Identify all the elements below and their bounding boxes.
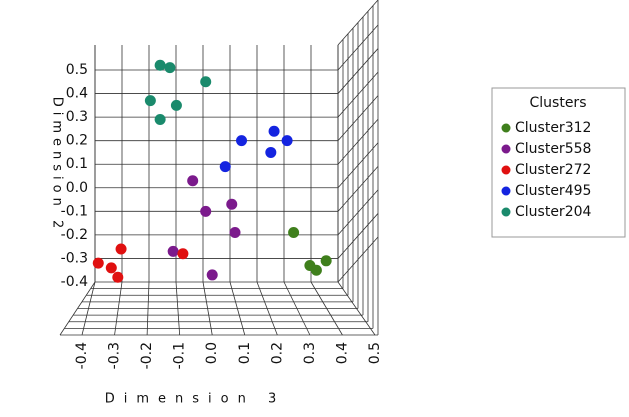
legend-marker [501, 165, 511, 175]
x-tick-label: -0.2 [139, 342, 155, 369]
x-tick-label: 0.2 [269, 342, 285, 364]
x-tick-label: -0.4 [74, 342, 90, 369]
point [112, 271, 124, 283]
legend-label: Cluster495 [515, 183, 591, 199]
point [310, 264, 322, 276]
grid-line [337, 281, 376, 336]
point [219, 161, 231, 173]
grid-line [337, 189, 379, 236]
grid-line [202, 281, 213, 336]
point [92, 257, 104, 269]
x-tick-label: 0.3 [302, 342, 318, 364]
point [206, 269, 218, 281]
grid-line [114, 281, 123, 336]
legend-box [491, 87, 626, 238]
point [200, 76, 212, 88]
point [154, 113, 166, 125]
grid-line [229, 281, 246, 336]
legend-marker [501, 207, 511, 217]
y-tick-label: -0.4 [61, 274, 88, 290]
grid-line [337, 24, 379, 71]
x-tick-label: 0.4 [334, 342, 350, 364]
y-tick-label: -0.1 [61, 203, 88, 219]
point [167, 245, 179, 257]
grid-line [337, 48, 379, 94]
point [105, 262, 117, 274]
point [320, 255, 332, 267]
grid-line [310, 281, 343, 336]
point [200, 205, 212, 217]
point [170, 99, 182, 111]
y-tick-label: 0.1 [66, 156, 88, 172]
legend-marker [501, 144, 511, 154]
point [154, 59, 166, 71]
legend-label: Cluster204 [515, 204, 592, 220]
y-tick-label: -0.2 [61, 227, 88, 243]
point [236, 135, 248, 147]
legend-title: Clusters [530, 95, 587, 111]
y-tick-label: 0.4 [66, 86, 88, 102]
point [288, 227, 300, 239]
x-tick-label: -0.3 [107, 342, 123, 369]
y-tick-label: 0.5 [66, 62, 88, 78]
legend-marker [501, 186, 511, 196]
grid-line [337, 95, 379, 141]
grid-line [175, 281, 181, 336]
legend-label: Cluster312 [515, 120, 591, 136]
grid-line [256, 281, 278, 336]
point [187, 175, 199, 187]
point [265, 146, 277, 158]
grid-line [146, 281, 150, 336]
y-tick-label: 0.0 [66, 180, 88, 196]
point [164, 62, 176, 74]
point [177, 248, 189, 260]
grid-line [81, 281, 96, 336]
legend-label: Cluster558 [515, 141, 591, 157]
grid-line [337, 166, 379, 212]
grid-line [283, 281, 311, 336]
grid-line [337, 236, 379, 283]
point [268, 125, 280, 137]
point [226, 198, 238, 210]
point [281, 135, 293, 147]
x-axis-label: Dimension 3 [105, 392, 286, 407]
x-tick-label: 0.1 [237, 342, 253, 364]
point [115, 243, 127, 255]
grid-line [337, 71, 379, 118]
y-tick-label: -0.3 [61, 250, 88, 266]
grid-line [337, 142, 379, 189]
legend-marker [501, 123, 511, 133]
x-tick-label: -0.1 [172, 342, 188, 369]
y-tick-label: 0.3 [66, 109, 88, 125]
grid-line [337, 118, 379, 165]
x-tick-label: 0.0 [204, 342, 220, 364]
x-tick-label: 0.5 [367, 342, 383, 364]
point [144, 95, 156, 107]
point [229, 227, 241, 239]
y-axis-label: Dimension 2 [50, 97, 65, 234]
legend-label: Cluster272 [515, 162, 591, 178]
y-tick-label: 0.2 [66, 133, 88, 149]
grid-line [337, 213, 379, 259]
